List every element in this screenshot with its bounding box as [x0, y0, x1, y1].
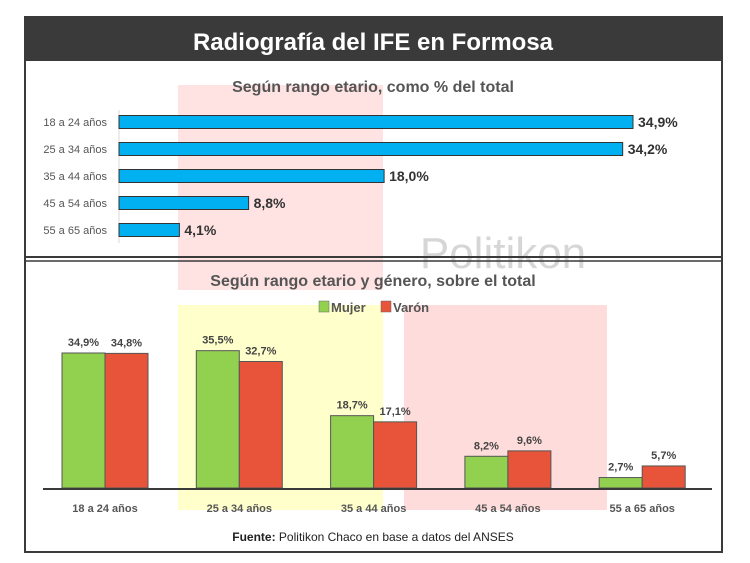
chart1-category-label: 45 a 54 años	[43, 198, 107, 210]
chart2-data-label: 9,6%	[517, 435, 542, 447]
chart2-bar-mujer	[61, 352, 106, 489]
chart2-bar-mujer	[195, 350, 240, 489]
chart2-bar-mujer	[598, 477, 643, 489]
chart2-bar-varon	[373, 421, 418, 489]
legend-label-mujer: Mujer	[331, 300, 366, 315]
chart2-data-label: 2,7%	[608, 462, 633, 474]
chart1-category-label: 55 a 65 años	[43, 225, 107, 237]
chart2-data-label: 35,5%	[202, 335, 233, 347]
chart1-data-label: 34,9%	[638, 114, 678, 130]
watermark: Politikon	[420, 229, 586, 278]
source-text: Politikon Chaco en base a datos del ANSE…	[276, 530, 514, 544]
chart2-data-label: 5,7%	[651, 450, 676, 462]
chart2-category-label: 35 a 44 años	[341, 503, 406, 515]
chart2-data-label: 34,9%	[68, 337, 99, 349]
chart2-bar-mujer	[464, 455, 509, 489]
chart1-data-label: 34,2%	[628, 141, 668, 157]
source-label: Fuente:	[232, 530, 275, 544]
title-bar	[25, 17, 722, 61]
chart1-bar	[118, 196, 250, 210]
chart1-data-label: 4,1%	[184, 222, 216, 238]
chart1-category-label: 25 a 34 años	[43, 144, 107, 156]
chart2-category-label: 25 a 34 años	[207, 503, 272, 515]
chart1-bar	[118, 169, 385, 183]
chart2-bar-varon	[507, 450, 552, 489]
chart2-category-label: 45 a 54 años	[475, 503, 540, 515]
chart1-data-label: 8,8%	[254, 195, 286, 211]
chart1-title: Según rango etario, como % del total	[232, 79, 514, 96]
source-note: Fuente: Politikon Chaco en base a datos …	[232, 530, 514, 544]
chart2-bar-varon	[104, 352, 149, 489]
legend-swatch-mujer	[318, 300, 330, 313]
chart1-bar	[118, 115, 634, 129]
chart1-data-label: 18,0%	[389, 168, 429, 184]
chart2-data-label: 32,7%	[245, 346, 276, 358]
chart2-bar-varon	[641, 465, 686, 489]
chart2-bar-mujer	[330, 415, 375, 489]
chart1-category-label: 35 a 44 años	[43, 171, 107, 183]
main-title: Radiografía del IFE en Formosa	[193, 29, 554, 56]
chart1-bar	[118, 223, 180, 237]
chart2-category-label: 18 a 24 años	[72, 503, 137, 515]
legend-swatch-varon	[380, 300, 392, 313]
chart2-category-label: 55 a 65 años	[609, 503, 674, 515]
legend-label-varon: Varón	[393, 300, 429, 315]
legend: Mujer Varón	[318, 300, 429, 315]
chart2-data-label: 18,7%	[336, 400, 367, 412]
chart1-bar	[118, 142, 624, 156]
chart2-title: Según rango etario y género, sobre el to…	[210, 273, 535, 290]
chart2-data-label: 34,8%	[111, 337, 142, 349]
chart2-data-label: 8,2%	[474, 440, 499, 452]
chart2-bar-varon	[238, 361, 283, 489]
chart1-category-label: 18 a 24 años	[43, 117, 107, 129]
chart2-data-label: 17,1%	[379, 406, 410, 418]
